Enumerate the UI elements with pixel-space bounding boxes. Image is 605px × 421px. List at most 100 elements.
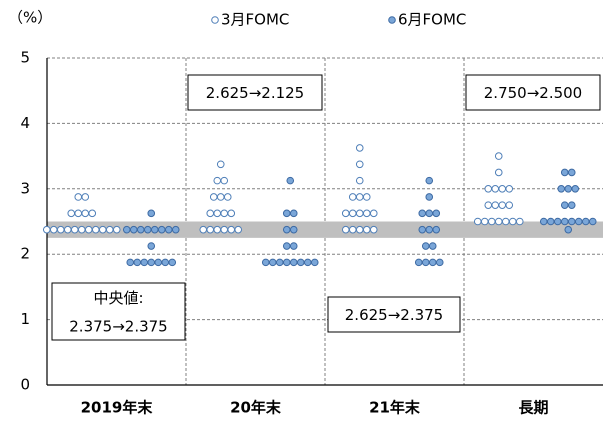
dot [213,176,222,185]
dot [213,209,222,218]
x-tick-label: 20年末 [230,399,282,417]
dot [199,225,208,234]
dot [505,201,514,209]
dot [67,209,76,218]
dot [282,242,291,250]
dot [140,258,149,267]
dot [341,225,350,234]
dot [567,217,576,226]
dot [480,217,489,226]
dot [491,201,500,209]
annotation-box [51,282,186,341]
annotation-text: 2.625→2.125 [206,84,304,102]
dot [88,209,97,218]
dot [414,258,423,267]
dot [355,209,364,218]
annotation-text: 2.375→2.375 [69,317,167,335]
dot [112,225,121,234]
dot [227,225,236,234]
dot [150,225,159,234]
dot [77,225,86,234]
dot [42,225,51,234]
annotation-text: 2.750→2.500 [484,84,582,102]
dot [206,209,215,218]
annotation-text: 中央値: [93,289,143,307]
dot [220,176,229,185]
dot [553,217,562,226]
dot [220,209,229,218]
dot [418,209,427,218]
y-unit-label: （%） [8,9,52,27]
dot [164,225,173,234]
dot [355,225,364,234]
legend-label: 3月FOMC [221,11,289,29]
dot [105,225,114,234]
dot [428,242,437,250]
dot [560,201,569,209]
dot [560,217,569,226]
dot [303,258,312,267]
dot [421,242,430,250]
dot [282,258,291,267]
dot [289,209,298,218]
dot [484,201,493,209]
dot [355,176,364,185]
dot [560,168,569,177]
dot [282,225,291,234]
dot [63,225,72,234]
y-tick-label: 3 [20,179,30,197]
dot [143,225,152,234]
dot [369,225,378,234]
dot [216,193,225,201]
dot [227,209,236,218]
dot [546,217,555,226]
x-tick-label: 長期 [518,399,548,417]
y-tick-label: 2 [20,245,30,263]
dot [136,225,145,234]
dot [234,225,243,234]
dot [539,217,548,226]
dot [49,225,58,234]
dot [206,225,215,234]
dot [435,258,444,267]
dot [74,209,83,218]
dot [355,160,364,169]
legend-label: 6月FOMC [398,11,466,29]
dot [369,209,378,218]
dot [289,258,298,267]
dot [418,225,427,234]
dot [505,185,514,193]
dot [261,258,270,267]
dot [581,217,590,226]
dot [421,258,430,267]
dot [286,176,295,185]
annotation-text: 2.625→2.375 [345,306,443,324]
y-tick-label: 4 [20,114,30,132]
dot [355,193,364,201]
dot [56,225,65,234]
dot [161,258,170,267]
dot [491,185,500,193]
dot [74,193,83,201]
dot [133,258,142,267]
dot [157,225,166,234]
dot [498,185,507,193]
dot [564,185,573,193]
dot [154,258,163,267]
dot [348,225,357,234]
dot [98,225,107,234]
y-tick-label: 0 [20,376,30,394]
y-tick-label: 5 [20,49,30,67]
dot [122,225,131,234]
dot [355,144,364,152]
dot [494,217,503,226]
dot [81,193,90,201]
dot [168,258,177,267]
dot [126,258,135,267]
dot [171,225,180,234]
dot [487,217,496,226]
dot [432,209,441,218]
dot [508,217,517,226]
dot [348,193,357,201]
